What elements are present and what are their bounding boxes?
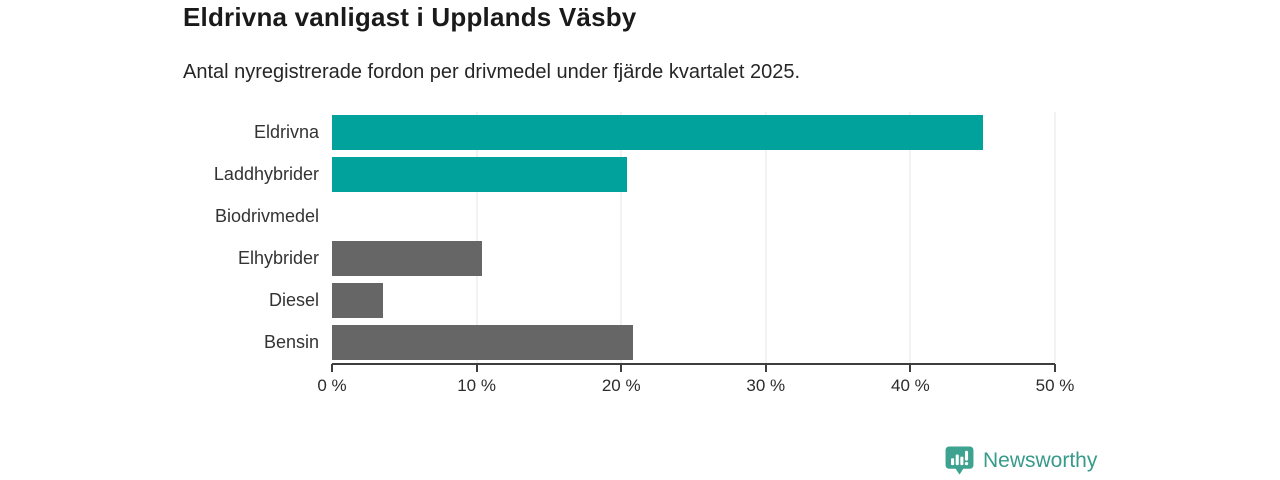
bar-track <box>332 240 1055 276</box>
category-label: Diesel <box>268 289 319 310</box>
bar-chart-badge-icon <box>945 446 974 475</box>
bar <box>332 324 633 360</box>
x-axis-tick <box>764 364 767 372</box>
gridlines <box>332 112 1056 363</box>
x-axis-tick-label: 50 % <box>1035 376 1075 395</box>
bar-row: Bensin <box>264 321 1055 363</box>
bar-row: Elhybrider <box>238 237 1055 279</box>
bar-track <box>332 324 1055 360</box>
x-axis-tick-label: 40 % <box>891 376 930 395</box>
newsworthy-logo-text: Newsworthy <box>983 448 1098 472</box>
x-axis-tick <box>1054 364 1056 372</box>
category-label: Elhybrider <box>237 247 319 268</box>
x-axis-tick <box>909 364 912 372</box>
bar <box>332 115 983 151</box>
gridline <box>765 112 767 363</box>
chart-subtitle: Antal nyregistrerade fordon per drivmede… <box>183 61 801 83</box>
gridline <box>620 112 622 363</box>
plot-area: Eldrivna Laddhybrider Biodrivmedel Elhybrid… <box>214 112 1074 395</box>
x-axis-tick-label: 10 % <box>457 376 496 395</box>
x-axis-tick <box>475 364 478 372</box>
category-label: Eldrivna <box>253 122 319 143</box>
bar <box>332 240 483 276</box>
newsworthy-logo: Newsworthy <box>944 445 1097 476</box>
x-axis-line <box>332 363 1055 365</box>
bar-row: Laddhybrider <box>214 154 1055 196</box>
bar-track <box>332 199 1055 234</box>
x-axis-tick-label: 30 % <box>746 376 786 395</box>
gridline <box>476 112 478 363</box>
category-label: Biodrivmedel <box>214 206 319 227</box>
category-label: Bensin <box>263 331 319 352</box>
x-axis-tick <box>331 364 333 372</box>
gridline <box>909 112 911 363</box>
bar-track <box>332 157 1055 193</box>
bar-track <box>332 115 1055 151</box>
gridline <box>1054 112 1056 363</box>
x-axis-tick-label: 20 % <box>601 376 641 395</box>
bar-rows: Eldrivna Laddhybrider Biodrivmedel Elhybrid… <box>214 112 1055 363</box>
bar <box>332 282 383 318</box>
bar <box>332 157 627 193</box>
bar-row: Biodrivmedel <box>215 196 1055 238</box>
x-axis-tick <box>620 364 623 372</box>
bar-track <box>332 282 1055 318</box>
bar-row: Diesel <box>269 279 1055 321</box>
category-label: Laddhybrider <box>213 164 319 185</box>
chart-title: Eldrivna vanligast i Upplands Väsby <box>183 2 637 32</box>
x-axis-tick-label: 0 % <box>317 376 347 395</box>
bar-row: Eldrivna <box>254 112 1055 154</box>
